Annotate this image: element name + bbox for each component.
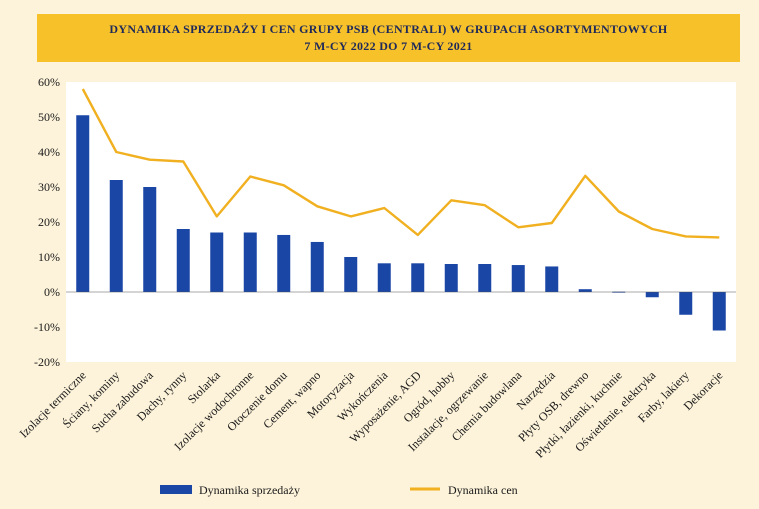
bar-series xyxy=(76,115,726,331)
bar xyxy=(679,292,693,315)
bar xyxy=(210,232,224,292)
y-tick-label: 0% xyxy=(44,285,60,299)
line-series xyxy=(81,88,720,239)
legend-label-prices: Dynamika cen xyxy=(448,483,518,497)
bar xyxy=(712,292,726,331)
y-tick-label: -10% xyxy=(34,320,60,334)
y-tick-label: 10% xyxy=(38,250,60,264)
legend-label-sales: Dynamika sprzedaży xyxy=(199,483,300,497)
price-dynamics-line xyxy=(81,88,720,239)
bar xyxy=(578,289,592,292)
bar xyxy=(511,265,525,292)
y-tick-label: 60% xyxy=(38,75,60,89)
y-tick-label: -20% xyxy=(34,355,60,369)
bar xyxy=(645,292,659,298)
chart-title-line-2: 7 M-CY 2022 DO 7 M-CY 2021 xyxy=(304,39,473,53)
bar xyxy=(444,264,458,292)
y-tick-label: 20% xyxy=(38,215,60,229)
legend: Dynamika sprzedaży Dynamika cen xyxy=(160,483,518,497)
bar xyxy=(76,115,90,292)
bar xyxy=(109,180,123,292)
bar xyxy=(411,263,425,292)
chart-title-box: DYNAMIKA SPRZEDAŻY I CEN GRUPY PSB (CENT… xyxy=(37,14,740,62)
y-tick-label: 40% xyxy=(38,145,60,159)
bar xyxy=(545,266,559,292)
bar xyxy=(176,229,190,292)
y-tick-label: 30% xyxy=(38,180,60,194)
y-axis: 60% 50% 40% 30% 20% 10% 0% -10% -20% xyxy=(34,75,60,369)
bar xyxy=(377,263,391,292)
legend-swatch-sales xyxy=(160,485,192,494)
bar xyxy=(243,232,257,292)
bar xyxy=(277,234,291,292)
bar xyxy=(310,241,324,292)
bar xyxy=(143,187,157,292)
bar xyxy=(344,257,358,292)
bar xyxy=(478,264,492,292)
chart-title-line-1: DYNAMIKA SPRZEDAŻY I CEN GRUPY PSB (CENT… xyxy=(109,22,668,36)
y-tick-label: 50% xyxy=(38,110,60,124)
